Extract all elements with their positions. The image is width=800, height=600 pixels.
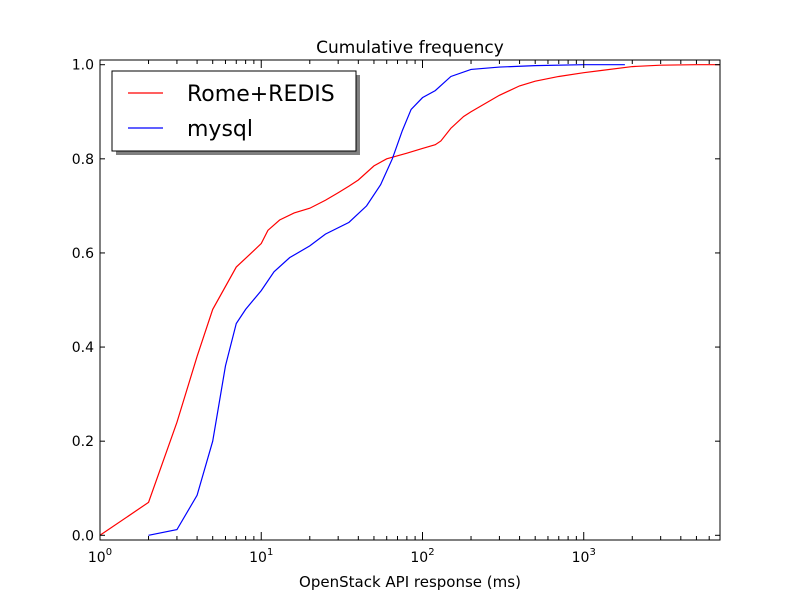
legend-label-rome-redis: Rome+REDIS [187,82,335,107]
series-line-mysql [148,64,625,536]
x-tick-label: 101 [249,547,273,566]
legend-label-mysql: mysql [187,117,253,142]
x-axis-label: OpenStack API response (ms) [299,573,521,591]
y-tick-label: 0.4 [72,340,94,356]
plot-frame [99,59,721,541]
series-layer [99,64,720,536]
x-tick-label: 100 [88,547,112,566]
x-tick-label: 102 [410,547,434,566]
y-tick-label: 0.6 [72,246,94,262]
chart-title: Cumulative frequency [316,38,504,58]
x-tick-label: 103 [572,547,596,566]
ticks-layer: 0.0 0.2 0.4 0.6 0.8 1.0 100 101 102 103 [72,58,720,566]
y-tick-label: 0.0 [72,528,94,544]
y-tick-label: 0.2 [72,434,94,450]
series-line-rome-redis [99,64,720,536]
y-tick-label: 0.8 [72,152,94,168]
y-tick-label: 1.0 [72,58,94,74]
legend-box [111,70,357,152]
legend: Rome+REDIS mysql [111,70,360,155]
